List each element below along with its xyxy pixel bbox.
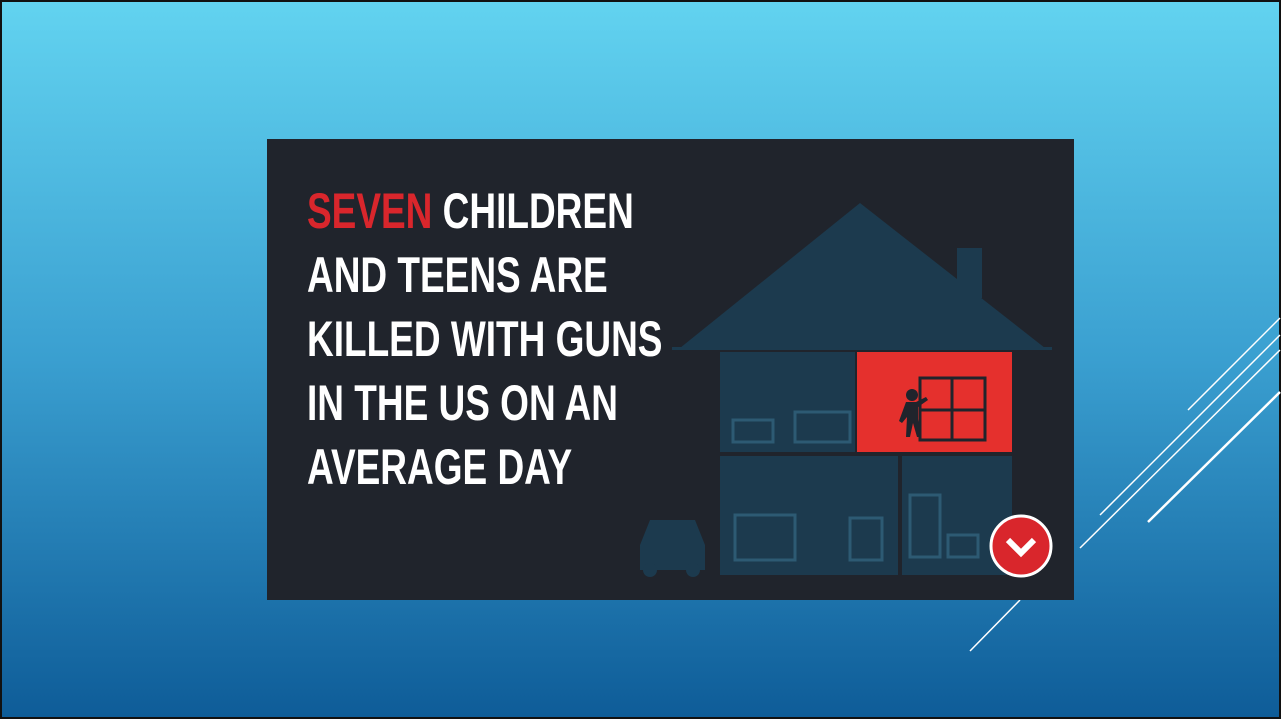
- headline-line: IN THE US ON AN: [307, 376, 618, 432]
- child: [899, 389, 928, 437]
- infographic: SEVEN CHILDREN AND TEENS ARE KILLED WITH…: [267, 139, 1074, 600]
- furniture: [731, 410, 980, 562]
- cabinet: [918, 376, 987, 442]
- headline: SEVEN CHILDREN AND TEENS ARE KILLED WITH…: [307, 184, 662, 496]
- chevron: [1005, 537, 1037, 558]
- headline-text: CHILDREN: [443, 184, 634, 240]
- headline-line: AND TEENS ARE: [307, 248, 608, 304]
- headline-line: AVERAGE DAY: [307, 440, 572, 496]
- headline-line: KILLED WITH GUNS: [307, 312, 662, 368]
- headline-line: SEVEN CHILDREN: [307, 184, 634, 240]
- decor-lines: [969, 317, 1281, 652]
- scroll-button[interactable]: [989, 514, 1053, 578]
- highlight: SEVEN: [307, 184, 432, 240]
- highlight-room: [857, 352, 1012, 452]
